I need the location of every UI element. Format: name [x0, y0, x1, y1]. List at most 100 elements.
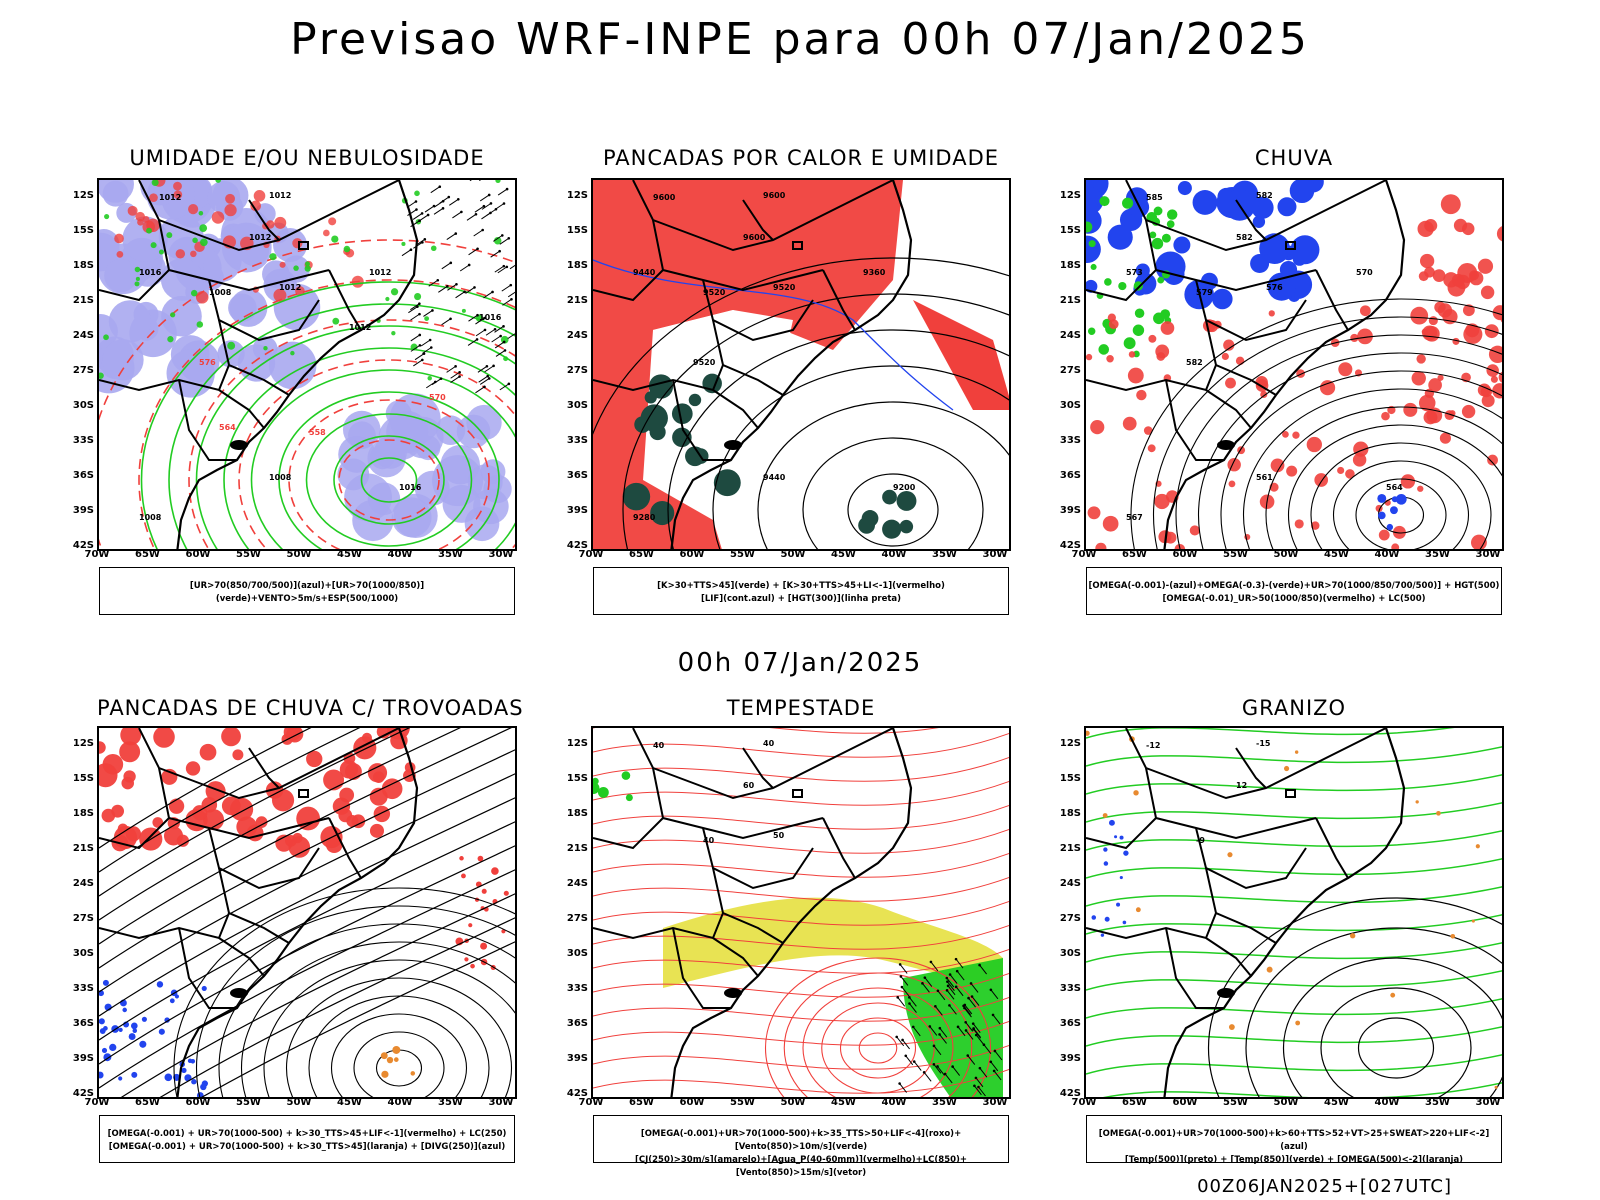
latitude-label: 30S — [72, 948, 94, 959]
latitude-label: 33S — [566, 983, 588, 994]
longitude-label: 50W — [1273, 1097, 1299, 1108]
contour-label: -15 — [1256, 739, 1271, 748]
latitude-label: 21S — [72, 843, 94, 854]
latitude-label: 36S — [566, 470, 588, 481]
longitude-label: 70W — [84, 549, 110, 560]
contour-label: 558 — [309, 428, 326, 437]
latitude-label: 15S — [1059, 225, 1081, 236]
panel-title: UMIDADE E/OU NEBULOSIDADE — [129, 146, 485, 170]
longitude-label: 50W — [780, 1097, 806, 1108]
latitude-label: 42S — [1059, 540, 1081, 551]
contour-label: 576 — [1266, 283, 1283, 292]
contour-label: 579 — [1196, 288, 1213, 297]
latitude-label: 15S — [1059, 773, 1081, 784]
longitude-label: 65W — [1122, 549, 1147, 560]
longitude-label: 60W — [1172, 1097, 1198, 1108]
latitude-label: 39S — [566, 505, 588, 516]
contour-label: 561 — [1256, 473, 1273, 482]
latitude-label: 33S — [566, 435, 588, 446]
forecast-map — [97, 726, 517, 1099]
forecast-map: 585 582 582 579 576 573 570 567 564 561 582 — [1084, 178, 1504, 551]
latitude-label: 30S — [1059, 948, 1081, 959]
contour-label: 1016 — [479, 313, 502, 322]
latitude-label: 24S — [72, 878, 94, 889]
contour-label: 567 — [1126, 513, 1143, 522]
latitude-label: 36S — [72, 470, 94, 481]
longitude-label: 45W — [831, 549, 856, 560]
contour-label: 576 — [199, 358, 216, 367]
latitude-label: 30S — [566, 948, 588, 959]
longitude-label: 35W — [1425, 1097, 1450, 1108]
longitude-label: 60W — [1172, 549, 1198, 560]
longitude-label: 35W — [932, 1097, 957, 1108]
latitude-label: 12S — [1059, 738, 1081, 749]
longitude-label: 45W — [1324, 1097, 1349, 1108]
contour-label: 1008 — [269, 473, 292, 482]
contour-label: 9600 — [653, 193, 676, 202]
forecast-map: 9600 9600 9600 9520 9520 9440 9360 9280 9200 9440… — [591, 178, 1011, 551]
longitude-label: 65W — [629, 549, 654, 560]
legend-line-1: [OMEGA(-0.001)+UR>70(1000-500)+k>35_TTS>… — [640, 1129, 962, 1152]
longitude-label: 30W — [488, 1097, 514, 1108]
latitude-label: 33S — [1059, 983, 1081, 994]
latitude-label: 15S — [72, 225, 94, 236]
latitude-label: 27S — [72, 365, 94, 376]
longitude-label: 65W — [135, 1097, 160, 1108]
latitude-label: 24S — [566, 878, 588, 889]
contour-label: 1016 — [399, 483, 422, 492]
latitude-label: 15S — [72, 773, 94, 784]
contour-label: 1012 — [159, 193, 181, 202]
longitude-label: 40W — [387, 1097, 413, 1108]
contour-label: 12 — [1236, 781, 1247, 790]
middle-title: 00h 07/Jan/2025 — [677, 648, 923, 678]
latitude-label: 39S — [72, 1053, 94, 1064]
contour-label: 9600 — [763, 191, 786, 200]
longitude-label: 70W — [84, 1097, 110, 1108]
panel-legend: [OMEGA(-0.001) + UR>70(1000-500) + k>30_… — [99, 1115, 515, 1163]
panel-legend: [OMEGA(-0.001)+UR>70(1000-500)+k>35_TTS>… — [593, 1115, 1009, 1178]
latitude-label: 15S — [566, 225, 588, 236]
legend-line-2: [Temp(500)](preto) + [Temp(850)](verde) … — [1124, 1155, 1464, 1165]
panel-legend: [OMEGA(-0.001)-(azul)+OMEGA(-0.3)-(verde… — [1086, 567, 1502, 615]
legend-line-2: [CJ(250)>30m/s](amarelo)+[Agua_P(40-60mm… — [634, 1155, 968, 1178]
contour-label: 9440 — [763, 473, 786, 482]
latitude-label: 42S — [72, 1088, 94, 1099]
longitude-label: 60W — [679, 1097, 705, 1108]
legend-line-1: [OMEGA(-0.001)-(azul)+OMEGA(-0.3)-(verde… — [1088, 581, 1500, 591]
latitude-label: 27S — [1059, 913, 1081, 924]
legend-line-1: [OMEGA(-0.001) + UR>70(1000-500) + k>30_… — [107, 1129, 507, 1139]
longitude-label: 65W — [1122, 1097, 1147, 1108]
contour-label: 1008 — [139, 513, 162, 522]
latitude-label: 33S — [1059, 435, 1081, 446]
longitude-label: 40W — [1374, 549, 1400, 560]
latitude-label: 39S — [1059, 505, 1081, 516]
latitude-label: 24S — [1059, 330, 1081, 341]
longitude-label: 60W — [185, 1097, 211, 1108]
latitude-label: 36S — [1059, 470, 1081, 481]
main-title: Previsao WRF-INPE para 00h 07/Jan/2025 — [290, 14, 1310, 65]
contour-label: 582 — [1236, 233, 1253, 242]
contour-label: 9200 — [893, 483, 916, 492]
latitude-label: 27S — [72, 913, 94, 924]
contour-label: 582 — [1186, 358, 1203, 367]
forecast-map: -12 -15 12 -9 — [1084, 726, 1504, 1099]
latitude-label: 21S — [566, 843, 588, 854]
latitude-label: 18S — [72, 808, 94, 819]
latitude-label: 30S — [72, 400, 94, 411]
panel-legend: [K>30+TTS>45](verde) + [K>30+TTS>45+LI<-… — [593, 567, 1009, 615]
latitude-label: 12S — [566, 738, 588, 749]
contour-label: 1016 — [139, 268, 162, 277]
latitude-label: 12S — [1059, 190, 1081, 201]
contour-label: 40 — [703, 836, 715, 845]
longitude-label: 40W — [881, 1097, 907, 1108]
latitude-label: 36S — [72, 1018, 94, 1029]
latitude-label: 42S — [1059, 1088, 1081, 1099]
longitude-label: 35W — [932, 549, 957, 560]
footer-timestamp: 00Z06JAN2025+[027UTC] — [1197, 1176, 1452, 1197]
latitude-label: 21S — [566, 295, 588, 306]
longitude-label: 50W — [286, 549, 312, 560]
contour-label: 570 — [429, 393, 446, 402]
longitude-label: 55W — [236, 1097, 261, 1108]
panel-title: CHUVA — [1254, 146, 1334, 170]
longitude-label: 45W — [831, 1097, 856, 1108]
